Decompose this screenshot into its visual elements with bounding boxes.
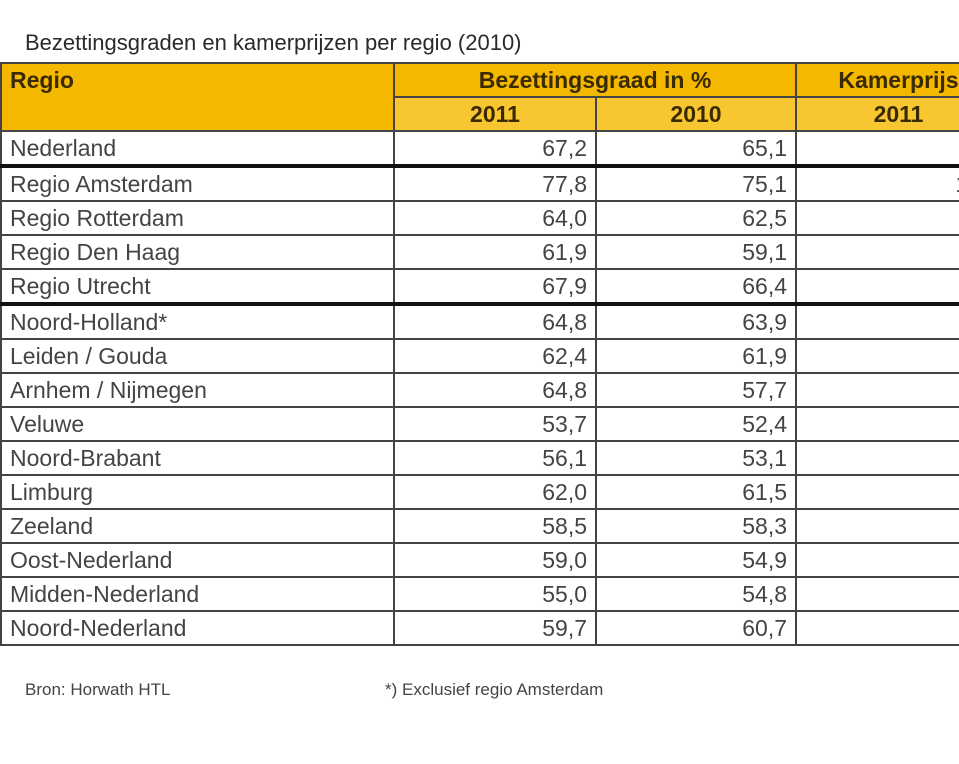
- source-note: Bron: Horwath HTL: [25, 680, 171, 699]
- occupancy-2010-cell: 58,3: [594, 508, 798, 544]
- price-2011-cell: 84: [795, 508, 959, 544]
- occupancy-2011-cell: 55,0: [393, 576, 597, 612]
- header-occupancy: Bezettingsgraad in %: [392, 62, 798, 98]
- region-cell: Arnhem / Nijmegen: [0, 372, 395, 408]
- occupancy-2011-cell: 67,2: [393, 130, 597, 168]
- occupancy-2011-cell: 64,0: [393, 200, 597, 236]
- region-cell: Veluwe: [0, 406, 395, 442]
- occupancy-2010-cell: 65,1: [594, 130, 798, 168]
- occupancy-2011-cell: 62,0: [393, 474, 597, 510]
- price-2011-cell: 98: [795, 130, 959, 168]
- occupancy-2011-cell: 64,8: [393, 303, 597, 340]
- occupancy-2011-cell: 59,7: [393, 610, 597, 646]
- header-price: Kamerprijs: [795, 62, 959, 98]
- occupancy-2010-cell: 61,5: [594, 474, 798, 510]
- header-year: 2011: [795, 96, 959, 132]
- price-2011-cell: 88: [795, 200, 959, 236]
- region-cell: Oost-Nederland: [0, 542, 395, 578]
- region-cell: Zeeland: [0, 508, 395, 544]
- occupancy-2010-cell: 57,7: [594, 372, 798, 408]
- occupancy-2011-cell: 53,7: [393, 406, 597, 442]
- occupancy-table: Regio Bezettingsgraad in % Kamerprijs 20…: [0, 62, 959, 646]
- region-cell: Nederland: [0, 130, 395, 168]
- price-2011-cell: 78: [795, 440, 959, 476]
- price-2011-cell: 99: [795, 268, 959, 306]
- occupancy-2010-cell: 54,9: [594, 542, 798, 578]
- footnote: *) Exclusief regio Amsterdam: [385, 680, 604, 699]
- occupancy-2010-cell: 59,1: [594, 234, 798, 270]
- occupancy-2010-cell: 75,1: [594, 165, 798, 202]
- header-year: 2011: [393, 96, 597, 132]
- occupancy-2010-cell: 54,8: [594, 576, 798, 612]
- occupancy-2010-cell: 60,7: [594, 610, 798, 646]
- occupancy-2010-cell: 63,9: [594, 303, 798, 340]
- price-2011-cell: 77: [795, 303, 959, 340]
- price-2011-cell: 67: [795, 576, 959, 612]
- price-2011-cell: 89: [795, 474, 959, 510]
- region-cell: Noord-Holland*: [0, 303, 395, 340]
- price-2011-cell: 79: [795, 542, 959, 578]
- region-cell: Noord-Nederland: [0, 610, 395, 646]
- occupancy-2011-cell: 58,5: [393, 508, 597, 544]
- price-2011-cell: 92: [795, 234, 959, 270]
- header-regio: Regio: [0, 62, 395, 132]
- occupancy-2010-cell: 66,4: [594, 268, 798, 306]
- price-2011-cell: 80: [795, 338, 959, 374]
- header-year: 2010: [594, 96, 798, 132]
- occupancy-2010-cell: 61,9: [594, 338, 798, 374]
- region-cell: Noord-Brabant: [0, 440, 395, 476]
- occupancy-2011-cell: 62,4: [393, 338, 597, 374]
- price-2011-cell: 66: [795, 406, 959, 442]
- region-cell: Regio Den Haag: [0, 234, 395, 270]
- occupancy-2011-cell: 64,8: [393, 372, 597, 408]
- occupancy-2011-cell: 59,0: [393, 542, 597, 578]
- region-cell: Regio Utrecht: [0, 268, 395, 306]
- region-cell: Midden-Nederland: [0, 576, 395, 612]
- region-cell: Leiden / Gouda: [0, 338, 395, 374]
- occupancy-2010-cell: 53,1: [594, 440, 798, 476]
- table-row: Noord-Holland*64,863,977: [0, 303, 959, 340]
- occupancy-2011-cell: 77,8: [393, 165, 597, 202]
- price-2011-cell: 73: [795, 372, 959, 408]
- occupancy-2011-cell: 61,9: [393, 234, 597, 270]
- region-cell: Regio Amsterdam: [0, 165, 395, 202]
- occupancy-2010-cell: 52,4: [594, 406, 798, 442]
- occupancy-2011-cell: 56,1: [393, 440, 597, 476]
- price-2011-cell: 118: [795, 165, 959, 202]
- region-cell: Regio Rotterdam: [0, 200, 395, 236]
- occupancy-2011-cell: 67,9: [393, 268, 597, 306]
- table-title: Bezettingsgraden en kamerprijzen per reg…: [25, 30, 522, 55]
- occupancy-2010-cell: 62,5: [594, 200, 798, 236]
- price-2011-cell: 72: [795, 610, 959, 646]
- region-cell: Limburg: [0, 474, 395, 510]
